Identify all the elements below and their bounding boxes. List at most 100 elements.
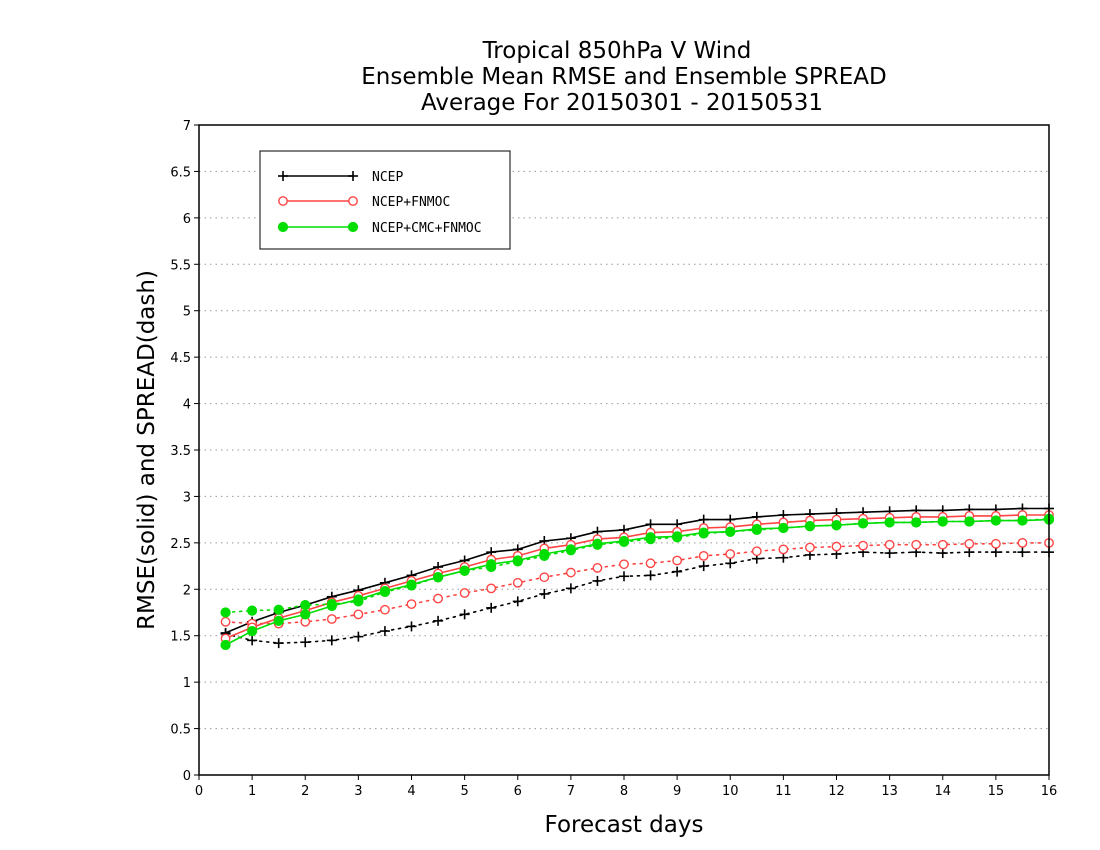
legend-marker	[277, 221, 289, 233]
point-plus	[565, 583, 576, 594]
point-filled-circle	[751, 523, 762, 535]
legend-entry-ncep: NCEP	[278, 170, 403, 185]
point-plus	[459, 609, 470, 620]
point-filled-circle	[884, 517, 895, 528]
point-open-circle	[353, 609, 364, 620]
point-plus	[512, 596, 523, 607]
x-tick-label: 6	[514, 784, 522, 799]
point-filled-circle	[990, 515, 1001, 526]
point-plus	[990, 547, 1001, 558]
point-open-circle	[1017, 537, 1028, 548]
y-tick-label: 2.5	[170, 537, 191, 552]
point-plus	[592, 575, 603, 586]
point-filled-circle	[273, 615, 284, 626]
point-filled-circle	[379, 586, 391, 597]
series-ncep-fnmoc	[220, 510, 1054, 644]
point-open-circle	[459, 588, 470, 598]
point-plus	[964, 547, 975, 558]
point-filled-circle	[277, 221, 289, 233]
x-tick-label: 1	[248, 784, 256, 799]
x-axis-label: Forecast days	[545, 812, 704, 838]
legend-label-ncep-fnmoc: NCEP+FNMOC	[372, 195, 450, 210]
point-plus	[278, 171, 288, 181]
x-axis: 0 1 2 3 4 5 6 7 8 9 10 11 12 13 14 15 16	[195, 775, 1057, 799]
point-plus	[1017, 547, 1028, 558]
point-open-circle	[858, 540, 868, 551]
y-axis: 0 0.5 1 1.5 2 2.5 3 3.5 4 4.5 5 5.5 6 6.5 7	[170, 119, 199, 784]
series-ncep-cmc-fnmoc	[220, 513, 1055, 651]
point-filled-circle	[486, 559, 497, 570]
point-open-circle	[751, 546, 762, 557]
legend-label-ncep-cmc-fnmoc: NCEP+CMC+FNMOC	[372, 221, 482, 236]
point-open-circle	[565, 567, 576, 578]
y-tick-label: 7	[183, 119, 191, 134]
y-tick-label: 1	[183, 676, 191, 691]
point-open-circle	[937, 539, 948, 550]
point-open-circle	[539, 572, 550, 583]
point-open-circle	[512, 577, 523, 588]
y-tick-label: 3.5	[170, 444, 191, 459]
y-tick-label: 0.5	[170, 723, 191, 738]
point-open-circle	[592, 563, 603, 573]
x-tick-label: 5	[460, 784, 468, 799]
point-filled-circle	[220, 607, 231, 618]
point-open-circle	[778, 544, 789, 555]
point-plus	[486, 602, 497, 613]
point-open-circle	[911, 539, 922, 550]
point-filled-circle	[1017, 515, 1028, 526]
point-filled-circle	[565, 544, 576, 555]
rmse-line-ncep-cmc-fnmoc	[225, 518, 1050, 646]
title-line-1: Tropical 850hPa V Wind	[482, 38, 752, 64]
point-open-circle	[348, 196, 358, 206]
point-plus	[884, 548, 895, 559]
point-plus	[379, 626, 390, 637]
point-filled-circle	[512, 555, 523, 566]
point-filled-circle	[539, 548, 550, 560]
legend-marker	[278, 196, 288, 206]
point-open-circle	[725, 549, 736, 559]
point-plus	[300, 637, 311, 648]
point-open-circle	[645, 558, 656, 569]
y-tick-label: 1.5	[170, 630, 191, 645]
x-tick-label: 13	[881, 784, 898, 799]
point-open-circle	[990, 538, 1001, 549]
point-filled-circle	[432, 572, 444, 583]
series-ncep	[220, 503, 1054, 649]
point-plus	[247, 635, 258, 646]
legend-marker	[348, 196, 358, 206]
point-open-circle	[486, 583, 497, 594]
point-plus	[539, 588, 550, 599]
legend-entry-ncep-cmc-fnmoc: NCEP+CMC+FNMOC	[277, 221, 482, 236]
y-tick-label: 5	[183, 305, 191, 320]
x-tick-label: 10	[722, 784, 739, 799]
spread-line-ncep	[224, 551, 1050, 644]
point-filled-circle	[857, 518, 869, 529]
y-tick-label: 5.5	[170, 258, 191, 273]
grid	[199, 170, 1049, 730]
y-tick-label: 6	[183, 212, 191, 227]
legend: NCEP NCEP+FNMOC NCEP+CMC+FNMOC	[259, 150, 511, 250]
point-plus	[619, 571, 629, 582]
point-filled-circle	[247, 605, 258, 616]
chart-title: Tropical 850hPa V Wind Ensemble Mean RMS…	[361, 38, 886, 116]
x-tick-label: 15	[988, 784, 1005, 799]
point-filled-circle	[964, 516, 975, 527]
point-open-circle	[964, 538, 975, 549]
x-tick-label: 8	[620, 784, 628, 799]
point-plus	[326, 635, 337, 646]
point-plus	[406, 621, 417, 632]
point-filled-circle	[778, 522, 789, 534]
point-plus	[778, 552, 789, 563]
point-plus	[353, 631, 364, 642]
point-open-circle	[380, 604, 390, 615]
point-filled-circle	[672, 531, 683, 542]
point-open-circle	[326, 614, 337, 624]
series-layer	[220, 503, 1055, 651]
point-plus	[672, 566, 683, 577]
markers-ncep-fnmoc	[220, 510, 1054, 644]
point-filled-circle	[645, 532, 656, 543]
point-filled-circle	[273, 604, 284, 615]
point-plus	[433, 615, 444, 626]
legend-marker	[348, 171, 358, 181]
